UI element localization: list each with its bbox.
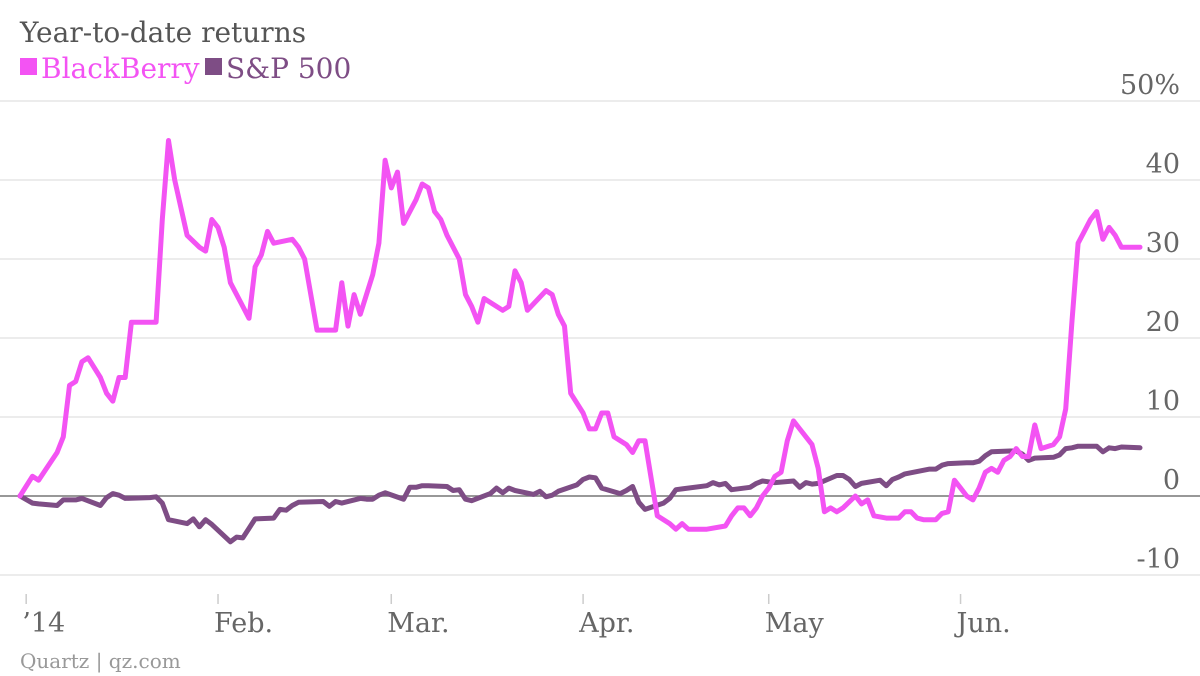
y-axis: 50% 40 30 20 10 0 -10 bbox=[1120, 70, 1180, 575]
series-lines bbox=[17, 138, 1143, 545]
x-axis: ’14 Feb. Mar. Apr. May Jun. bbox=[22, 594, 1011, 639]
x-tick-label: ’14 bbox=[22, 608, 65, 639]
source-credit: Quartz | qz.com bbox=[20, 649, 181, 674]
legend-label-blackberry: BlackBerry bbox=[41, 52, 200, 85]
y-tick-label: 50% bbox=[1120, 70, 1180, 101]
gridlines bbox=[0, 100, 1200, 576]
y-tick-label: 30 bbox=[1146, 228, 1180, 259]
legend-label-sp500: S&P 500 bbox=[226, 52, 351, 85]
chart-title: Year-to-date returns bbox=[19, 16, 306, 49]
legend-swatch-blackberry bbox=[20, 58, 37, 75]
legend: BlackBerry S&P 500 bbox=[20, 52, 351, 85]
series-line-sp500 bbox=[17, 443, 1143, 545]
y-tick-label: 0 bbox=[1163, 465, 1180, 496]
x-tick-label: Mar. bbox=[387, 608, 449, 639]
x-tick-label: Feb. bbox=[214, 608, 273, 639]
x-tick-label: May bbox=[765, 608, 825, 639]
y-tick-label: -10 bbox=[1137, 544, 1180, 575]
legend-swatch-sp500 bbox=[205, 58, 222, 75]
y-tick-label: 40 bbox=[1146, 149, 1180, 180]
x-tick-label: Jun. bbox=[954, 608, 1011, 639]
y-tick-label: 20 bbox=[1146, 307, 1180, 338]
y-tick-label: 10 bbox=[1146, 386, 1180, 417]
x-tick-label: Apr. bbox=[578, 608, 634, 639]
series-line-blackberry bbox=[17, 138, 1143, 532]
